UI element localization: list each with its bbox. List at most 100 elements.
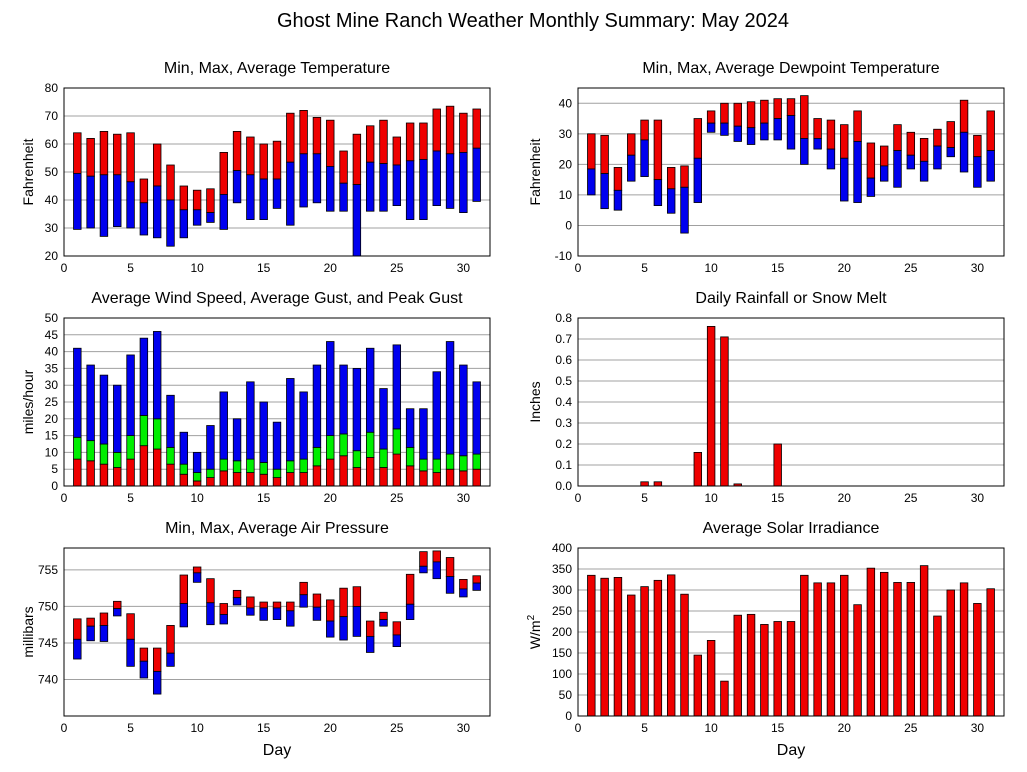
wind-peak-gust-bar [365, 347, 375, 433]
pressure-min-bar [286, 610, 295, 627]
dewpoint-min-bar [800, 137, 809, 165]
pressure-min-bar [472, 582, 481, 591]
pressure-min-bar [126, 638, 135, 667]
temperature-min-bar [312, 153, 322, 204]
pressure-chart-title: Min, Max, Average Air Pressure [165, 520, 389, 537]
pressure-max-bar [99, 612, 109, 626]
dewpoint-max-bar [733, 102, 742, 127]
solar-bar [627, 594, 636, 717]
pressure-y-axis-label: millibars [20, 606, 36, 657]
dewpoint-y-tick-label: 20 [559, 157, 573, 171]
wind-bars [73, 331, 481, 487]
temperature-min-bar [113, 174, 122, 228]
dewpoint-max-bar [866, 142, 876, 179]
dewpoint-max-bar [627, 133, 636, 156]
wind-avg-gust-bar [405, 446, 415, 467]
temperature-max-bar [352, 133, 362, 185]
solar-bar [800, 574, 809, 717]
pressure-max-bar [445, 557, 455, 577]
rainfall-chart-title: Daily Rainfall or Snow Melt [695, 290, 887, 307]
pressure-min-bar [259, 607, 268, 621]
temperature-min-bar [73, 172, 82, 230]
dewpoint-min-bar [893, 150, 902, 188]
solar-y-tick-label: 0 [565, 709, 572, 723]
wind-peak-gust-bar [152, 331, 162, 420]
wind-x-tick-label: 5 [127, 491, 134, 505]
temperature-min-bar [192, 209, 202, 226]
dewpoint-min-bar [613, 189, 623, 211]
dewpoint-max-bar [826, 119, 836, 150]
solar-bar [706, 640, 716, 717]
solar-bar [959, 582, 969, 717]
pressure-min-bar [152, 671, 162, 695]
wind-y-tick-label: 50 [45, 311, 59, 325]
dewpoint-max-bar [600, 134, 609, 174]
dewpoint-max-bar [853, 110, 862, 142]
temperature-x-tick-label: 30 [457, 261, 471, 275]
temperature-max-bar [432, 108, 441, 152]
dewpoint-max-bar [946, 121, 955, 148]
wind-avg-gust-bar [419, 458, 428, 472]
solar-x-tick-label: 10 [704, 721, 718, 735]
wind-avg-speed-bar [232, 472, 242, 487]
temperature-y-tick-label: 30 [45, 221, 59, 235]
temperature-min-bar [99, 174, 109, 237]
solar-x-tick-label: 5 [641, 721, 648, 735]
dewpoint-y-tick-label: 30 [559, 127, 573, 141]
pressure-min-bar [379, 619, 388, 627]
wind-avg-speed-bar [472, 468, 481, 487]
temperature-max-bar [312, 117, 322, 155]
temperature-max-bar [272, 140, 282, 180]
wind-avg-speed-bar [379, 467, 388, 487]
wind-y-tick-label: 45 [45, 328, 59, 342]
rainfall-x-tick-label: 10 [704, 491, 718, 505]
pressure-x-tick-label: 25 [390, 721, 404, 735]
dewpoint-max-bar [746, 101, 756, 129]
temperature-min-bar [152, 185, 162, 239]
wind-avg-gust-bar [192, 472, 202, 482]
pressure-max-bar [152, 647, 162, 672]
dewpoint-max-bar [879, 145, 889, 167]
dewpoint-plot-frame [577, 87, 1005, 257]
wind-avg-gust-bar [166, 446, 175, 465]
wind-avg-speed-bar [152, 448, 162, 487]
dewpoint-x-tick-label: 25 [904, 261, 918, 275]
dewpoint-min-bar [906, 154, 916, 170]
wind-avg-gust-bar [73, 436, 82, 460]
solar-bar [946, 589, 955, 717]
temperature-min-bar [432, 150, 441, 206]
wind-avg-gust-bar [259, 462, 268, 475]
wind-peak-gust-bar [166, 394, 175, 448]
figure-title: Ghost Mine Ranch Weather Monthly Summary… [277, 10, 789, 32]
dewpoint-min-bar [666, 188, 676, 214]
dewpoint-min-bar [946, 147, 955, 158]
wind-peak-gust-bar [472, 381, 481, 455]
rainfall-x-tick-label: 15 [771, 491, 785, 505]
dewpoint-max-bar [666, 167, 676, 190]
solar-chart: Average Solar Irradiance0501001502002503… [526, 520, 1005, 759]
wind-peak-gust-bar [339, 364, 348, 435]
wind-avg-gust-bar [472, 453, 481, 470]
pressure-min-bar [86, 625, 95, 642]
temperature-plot-frame [63, 87, 491, 257]
temperature-min-bar [86, 175, 95, 229]
temperature-x-tick-label: 5 [127, 261, 134, 275]
wind-peak-gust-bar [286, 378, 295, 462]
pressure-min-bar [352, 606, 362, 637]
wind-chart: Average Wind Speed, Average Gust, and Pe… [20, 290, 491, 505]
dewpoint-x-tick-label: 10 [704, 261, 718, 275]
solar-bar [893, 582, 902, 717]
temperature-x-tick-label: 15 [257, 261, 271, 275]
temperature-max-bar [259, 143, 268, 180]
wind-peak-gust-bar [86, 364, 95, 442]
rainfall-plot-frame [577, 317, 1005, 487]
pressure-chart: Min, Max, Average Air Pressure 740 745 750 7… [20, 520, 491, 759]
wind-avg-gust-bar [232, 460, 242, 473]
wind-avg-speed-bar [299, 472, 308, 487]
pressure-max-bar [405, 573, 415, 605]
solar-bar [973, 603, 982, 717]
solar-bar [906, 582, 916, 717]
temperature-max-bar [99, 130, 109, 176]
solar-x-tick-label: 30 [971, 721, 985, 735]
solar-bar [813, 582, 822, 717]
